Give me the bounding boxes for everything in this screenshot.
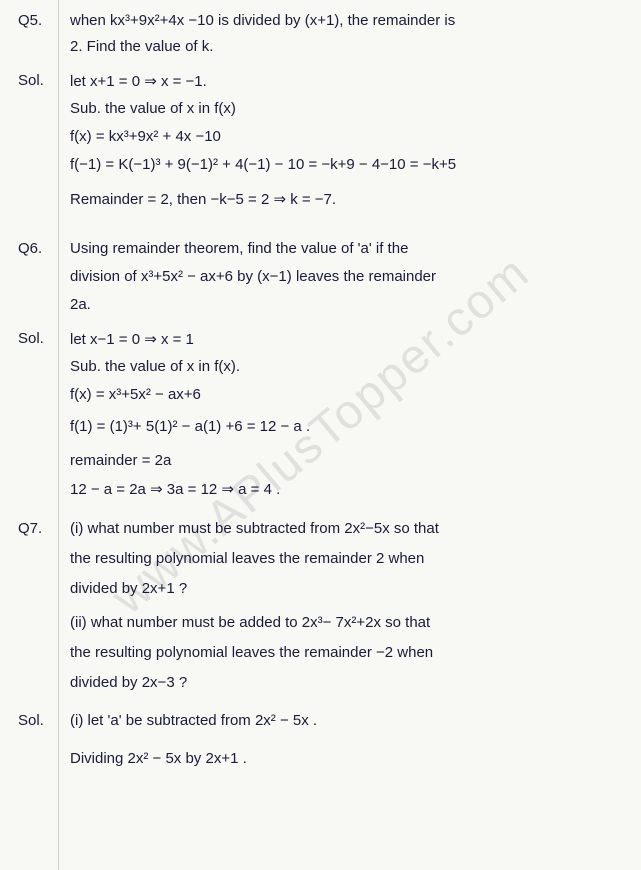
line-text: let x−1 = 0 ⇒ x = 1: [70, 331, 194, 348]
line-text: the resulting polynomial leaves the rema…: [70, 644, 433, 661]
text-line: Sub. the value of x in f(x): [0, 100, 641, 117]
line-text: 2. Find the value of k.: [70, 38, 213, 55]
text-line: 12 − a = 2a ⇒ 3a = 12 ⇒ a = 4 .: [0, 480, 641, 498]
line-label: Q6.: [18, 240, 42, 257]
line-text: divided by 2x+1 ?: [70, 580, 187, 597]
line-text: f(x) = x³+5x² − ax+6: [70, 386, 201, 403]
line-text: Using remainder theorem, find the value …: [70, 240, 408, 257]
line-text: Sub. the value of x in f(x).: [70, 358, 240, 375]
text-line: Q6. Using remainder theorem, find the val…: [0, 240, 641, 257]
text-line: (ii) what number must be added to 2x³− 7…: [0, 614, 641, 631]
text-line: 2a.: [0, 296, 641, 313]
text-line: Remainder = 2, then −k−5 = 2 ⇒ k = −7.: [0, 190, 641, 208]
line-text: division of x³+5x² − ax+6 by (x−1) leave…: [70, 268, 436, 285]
line-text: Dividing 2x² − 5x by 2x+1 .: [70, 750, 247, 767]
text-line: Q5. when kx³+9x²+4x −10 is divided by (x+…: [0, 12, 641, 29]
line-text: f(x) = kx³+9x² + 4x −10: [70, 128, 221, 145]
text-line: Dividing 2x² − 5x by 2x+1 .: [0, 750, 641, 767]
notebook-page: www.APlusTopper.com Q5.when kx³+9x²+4x −…: [0, 0, 641, 870]
line-label: Sol.: [18, 330, 44, 347]
text-line: Sol. (i) let 'a' be subtracted from 2x² −…: [0, 712, 641, 729]
line-label: Q7.: [18, 520, 42, 537]
line-text: (i) let 'a' be subtracted from 2x² − 5x …: [70, 712, 317, 729]
text-line: 2. Find the value of k.: [0, 38, 641, 55]
line-text: 2a.: [70, 296, 91, 313]
text-line: divided by 2x+1 ?: [0, 580, 641, 597]
text-line: division of x³+5x² − ax+6 by (x−1) leave…: [0, 268, 641, 285]
line-text: when kx³+9x²+4x −10 is divided by (x+1),…: [70, 12, 455, 29]
text-line: Sol. let x−1 = 0 ⇒ x = 1: [0, 330, 641, 348]
line-text: divided by 2x−3 ?: [70, 674, 187, 691]
line-text: let x+1 = 0 ⇒ x = −1.: [70, 73, 207, 90]
line-label: Sol.: [18, 72, 44, 89]
text-line: Sub. the value of x in f(x).: [0, 358, 641, 375]
line-text: f(1) = (1)³+ 5(1)² − a(1) +6 = 12 − a .: [70, 418, 310, 435]
line-text: remainder = 2a: [70, 452, 171, 469]
line-text: (ii) what number must be added to 2x³− 7…: [70, 614, 430, 631]
line-text: Remainder = 2, then −k−5 = 2 ⇒ k = −7.: [70, 191, 336, 208]
text-line: f(1) = (1)³+ 5(1)² − a(1) +6 = 12 − a .: [0, 418, 641, 435]
line-label: Sol.: [18, 712, 44, 729]
text-line: f(−1) = K(−1)³ + 9(−1)² + 4(−1) − 10 = −…: [0, 156, 641, 173]
line-text: f(−1) = K(−1)³ + 9(−1)² + 4(−1) − 10 = −…: [70, 156, 456, 173]
line-text: 12 − a = 2a ⇒ 3a = 12 ⇒ a = 4 .: [70, 481, 280, 498]
text-line: Q7. (i) what number must be subtracted fr…: [0, 520, 641, 537]
text-line: divided by 2x−3 ?: [0, 674, 641, 691]
line-text: the resulting polynomial leaves the rema…: [70, 550, 424, 567]
line-label: Q5.: [18, 12, 42, 29]
text-line: f(x) = x³+5x² − ax+6: [0, 386, 641, 403]
text-line: the resulting polynomial leaves the rema…: [0, 550, 641, 567]
text-line: remainder = 2a: [0, 452, 641, 469]
text-line: the resulting polynomial leaves the rema…: [0, 644, 641, 661]
line-text: (i) what number must be subtracted from …: [70, 520, 439, 537]
text-line: Sol. let x+1 = 0 ⇒ x = −1.: [0, 72, 641, 90]
line-text: Sub. the value of x in f(x): [70, 100, 236, 117]
text-line: f(x) = kx³+9x² + 4x −10: [0, 128, 641, 145]
